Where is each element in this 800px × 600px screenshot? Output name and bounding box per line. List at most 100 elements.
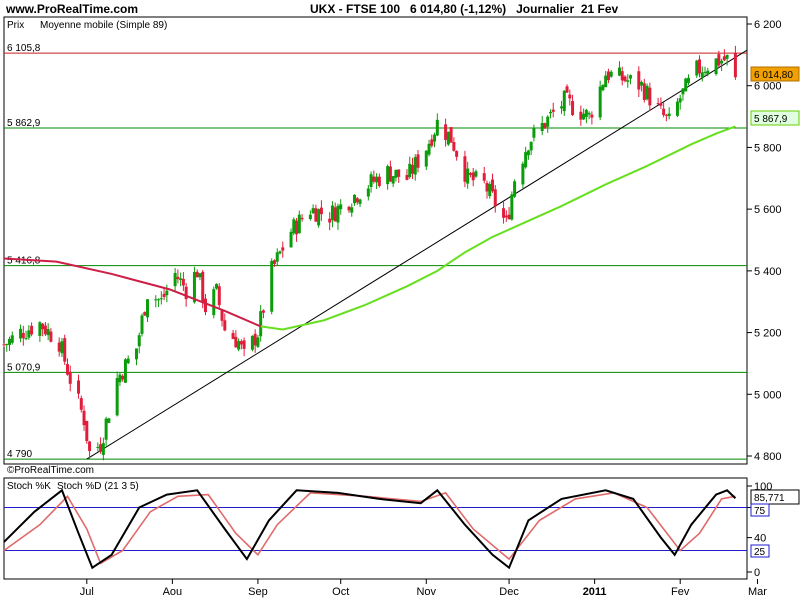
candle-body (63, 338, 67, 362)
site-title[interactable]: www.ProRealTime.com (6, 2, 139, 16)
candle-body (366, 188, 370, 197)
stoch-upper-level: 75 (754, 506, 766, 517)
candle-body (513, 181, 517, 197)
candle-body (146, 299, 150, 318)
candle-body (259, 311, 263, 337)
candle-body (640, 81, 644, 86)
candle-body (317, 209, 321, 226)
price-panel-frame (3, 16, 748, 465)
candle-body (77, 380, 81, 394)
candle-body (10, 335, 14, 343)
candle-body (424, 150, 428, 167)
candle-body (584, 109, 588, 117)
candle-body (336, 205, 340, 223)
price-candles (2, 45, 737, 461)
candle-body (598, 86, 602, 118)
candle-body (126, 358, 130, 364)
candle-body (397, 169, 401, 177)
stoch-k-label: Stoch %K (7, 481, 51, 492)
candle-body (386, 166, 390, 185)
candle-body (700, 72, 704, 78)
candle-body (645, 85, 649, 100)
candle-body (184, 286, 188, 300)
candle-body (568, 94, 572, 99)
candle-body (8, 338, 12, 345)
candle-body (648, 87, 652, 106)
candle-body (347, 206, 351, 211)
candle-body (250, 335, 254, 350)
candle-body (532, 127, 536, 138)
candle-body (5, 344, 9, 346)
candle-body (468, 173, 472, 175)
candle-body (629, 75, 633, 79)
candle-body (463, 156, 467, 182)
candle-body (579, 111, 583, 120)
stoch-tick-label: 40 (754, 533, 766, 545)
candle-body (49, 331, 53, 342)
price-tick-label: 4 800 (754, 451, 782, 463)
candle-body (455, 151, 459, 157)
stoch-value-badge (750, 489, 800, 505)
candle-body (223, 320, 227, 331)
candle-body (609, 71, 613, 77)
stoch-k-line (3, 488, 737, 570)
price-label: Prix (7, 20, 24, 31)
candle-body (330, 205, 334, 221)
candle-body (427, 143, 431, 155)
date-axis-ticks: Jul Aou Sep Oct Nov Dec 2011 Fev Mar (80, 579, 767, 598)
date-tick-label: 2011 (583, 586, 607, 598)
candle-body (159, 298, 163, 300)
candle-body (722, 56, 726, 61)
candle-body (281, 247, 285, 251)
candle-body (215, 283, 219, 289)
ma-line-red (3, 257, 262, 328)
candle-body (620, 71, 624, 81)
price-tick-label: 5 800 (754, 142, 782, 154)
candle-body (101, 443, 105, 455)
candle-body (590, 114, 594, 118)
stoch-d-label: Stoch %D (21 3 5) (57, 481, 139, 492)
candle-body (60, 341, 64, 354)
candle-body (275, 252, 279, 262)
candle-body (292, 219, 296, 234)
candle-body (626, 80, 630, 82)
candle-body (234, 336, 238, 348)
candle-body (474, 171, 478, 177)
candle-body (137, 335, 141, 347)
stoch-levels (4, 507, 747, 551)
candle-body (375, 176, 379, 183)
candle-body (675, 101, 679, 116)
candle-body (435, 119, 439, 136)
instrument-quote: 6 014,80 (-1,12%) (410, 2, 507, 16)
candle-body (123, 359, 127, 383)
candle-body (350, 207, 354, 213)
candle-body (491, 179, 495, 192)
candle-body (391, 176, 395, 184)
candle-body (662, 108, 666, 116)
price-tick-label: 5 000 (754, 389, 782, 401)
candle-body (289, 231, 293, 248)
candle-body (637, 71, 641, 90)
candle-body (642, 83, 646, 100)
candle-body (526, 150, 530, 156)
candle-body (725, 54, 729, 59)
horizontal-levels: 6 105,8 5 862,9 5 416,8 5 070,9 4 790 (4, 43, 747, 460)
candle-body (21, 333, 25, 339)
candle-body (565, 86, 569, 93)
candle-body (410, 164, 414, 174)
level-label: 5 862,9 (7, 118, 41, 129)
price-tick-label: 5 400 (754, 266, 782, 278)
stoch-lower-badge (750, 544, 770, 558)
level-label: 5 416,8 (7, 256, 41, 267)
stoch-panel-frame (3, 477, 748, 580)
candle-body (118, 374, 122, 383)
candle-body (482, 173, 486, 181)
candle-body (68, 372, 72, 384)
candle-body (242, 340, 246, 349)
candle-body (717, 54, 721, 66)
ma-value: 5 867,9 (754, 114, 788, 125)
candle-body (664, 114, 668, 116)
candle-body (179, 278, 183, 281)
candle-body (38, 322, 42, 336)
